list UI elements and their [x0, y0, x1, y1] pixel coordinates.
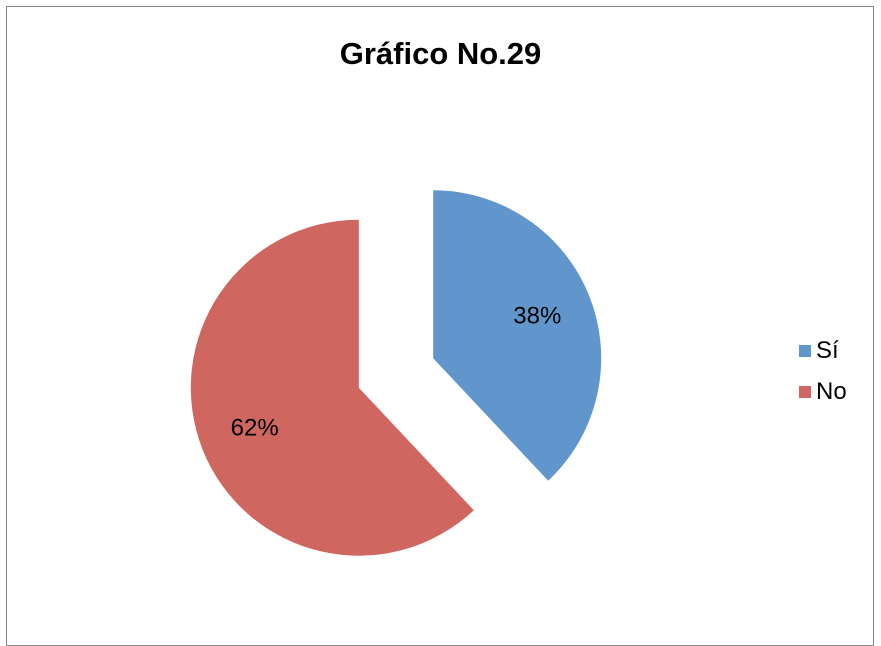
pie-slice-si	[433, 190, 602, 481]
pie-slice-no	[190, 219, 474, 556]
chart-title: Gráfico No.29	[339, 36, 542, 71]
legend-label-no: No	[816, 378, 847, 405]
legend: Sí No	[799, 337, 847, 422]
pie-data-labels: 38% 62%	[231, 302, 562, 441]
legend-item-no: No	[799, 378, 847, 405]
legend-item-si: Sí	[799, 337, 847, 364]
legend-swatch-no	[799, 386, 811, 398]
pie-slices	[190, 190, 602, 556]
legend-swatch-si	[799, 345, 811, 357]
data-label-si: 38%	[513, 302, 561, 329]
data-label-no: 62%	[231, 414, 279, 441]
legend-label-si: Sí	[816, 337, 839, 364]
